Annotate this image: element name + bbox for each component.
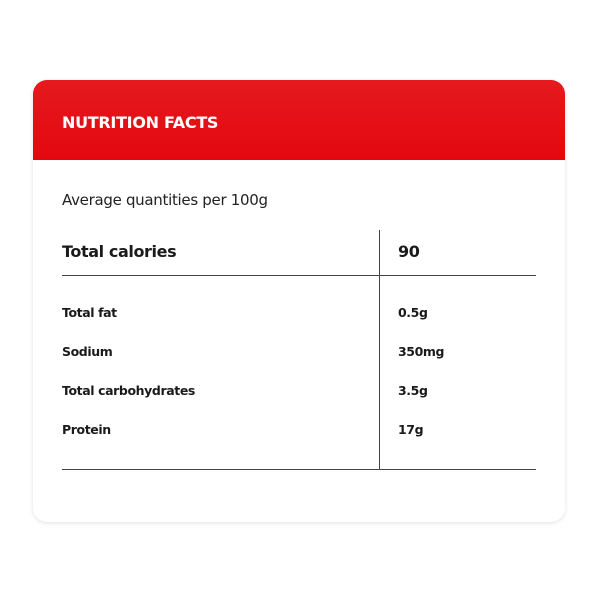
nutrient-value: 350mg bbox=[398, 344, 445, 359]
card-header: NUTRITION FACTS bbox=[33, 80, 565, 160]
nutrient-value: 0.5g bbox=[398, 305, 428, 320]
nutrient-name: Protein bbox=[62, 422, 111, 437]
head-label: Total calories bbox=[62, 242, 177, 261]
nutrient-value: 3.5g bbox=[398, 383, 428, 398]
head-value: 90 bbox=[398, 242, 420, 261]
header-title: NUTRITION FACTS bbox=[62, 113, 219, 132]
nutrient-value: 17g bbox=[398, 422, 424, 437]
column-divider bbox=[379, 230, 380, 470]
nutrition-card: NUTRITION FACTS Average quantities per 1… bbox=[33, 80, 565, 522]
subtitle: Average quantities per 100g bbox=[62, 191, 268, 209]
nutrient-name: Total fat bbox=[62, 305, 117, 320]
table-bottom-line bbox=[62, 469, 536, 470]
nutrient-name: Sodium bbox=[62, 344, 113, 359]
nutrient-name: Total carbohydrates bbox=[62, 383, 195, 398]
row-divider bbox=[62, 275, 536, 276]
